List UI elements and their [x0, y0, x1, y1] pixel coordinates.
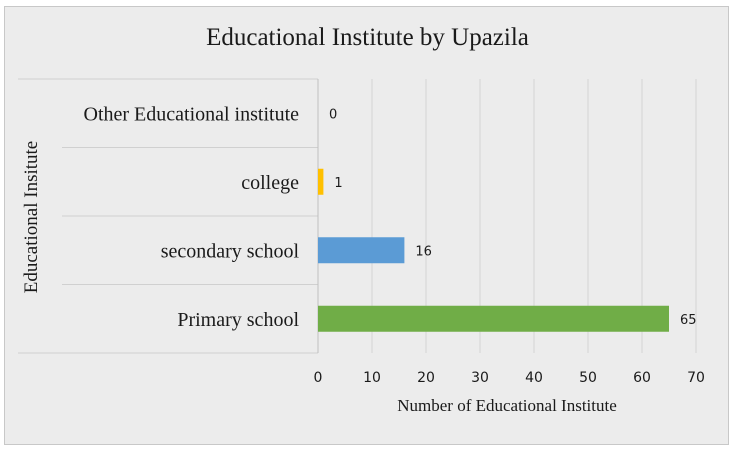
- category-label: secondary school: [161, 240, 300, 262]
- bar: [318, 168, 324, 195]
- x-tick-label: 10: [363, 370, 381, 386]
- x-tick-label: 40: [525, 370, 543, 386]
- data-label: 1: [334, 176, 342, 191]
- x-axis-label: Number of Educational Institute: [397, 396, 617, 415]
- bar: [318, 237, 405, 264]
- x-tick-label: 50: [579, 370, 597, 386]
- chart-title: Educational Institute by Upazila: [206, 24, 529, 51]
- bar: [318, 305, 669, 332]
- data-label: 65: [680, 313, 697, 328]
- data-label: 0: [329, 107, 337, 122]
- x-tick-label: 0: [314, 370, 323, 386]
- x-tick-label: 30: [471, 370, 489, 386]
- data-label: 16: [415, 244, 432, 259]
- category-label: college: [241, 172, 299, 194]
- x-tick-label: 60: [633, 370, 651, 386]
- category-label: Other Educational institute: [84, 103, 300, 125]
- x-tick-label: 70: [687, 370, 705, 386]
- category-label: Primary school: [177, 309, 299, 331]
- x-tick-label: 20: [417, 370, 435, 386]
